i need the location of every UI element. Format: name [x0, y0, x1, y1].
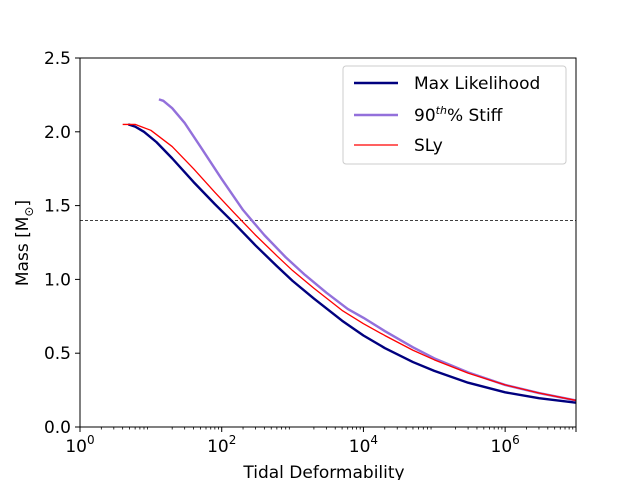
y-axis-label: Mass [M⊙] [13, 200, 36, 286]
legend-box [342, 65, 567, 165]
y-axis: 0.0 0.5 1.0 1.5 2.0 2.5 [44, 49, 80, 438]
x-axis: 100 102 104 106 [65, 427, 577, 457]
y-tick-label: 2.5 [44, 49, 71, 69]
y-axis-label-subscript: ⊙ [22, 207, 36, 217]
x-tick-label: 104 [349, 433, 378, 457]
legend: Max Likelihood 90th% Stiff SLy [342, 65, 567, 165]
x-axis-label: Tidal Deformability [242, 463, 404, 480]
y-tick-label: 1.0 [44, 270, 71, 290]
legend-label-sly: SLy [414, 136, 443, 156]
legend-label-max-likelihood: Max Likelihood [414, 74, 540, 94]
x-tick-label: 106 [491, 433, 520, 457]
series-line-1 [158, 98, 577, 402]
axes-frame [79, 57, 577, 428]
y-tick-label: 0.5 [44, 344, 71, 364]
x-tick-label: 100 [65, 433, 94, 457]
y-tick-label: 1.5 [44, 197, 71, 217]
y-tick-label: 2.0 [44, 123, 71, 143]
x-tick-label: 102 [207, 433, 236, 457]
legend-label-90th-stiff: 90th% Stiff [414, 104, 504, 126]
series-line-2 [122, 123, 577, 402]
y-tick-label: 0.0 [44, 418, 71, 438]
series-line-0 [127, 123, 577, 404]
plot-area [80, 98, 577, 404]
